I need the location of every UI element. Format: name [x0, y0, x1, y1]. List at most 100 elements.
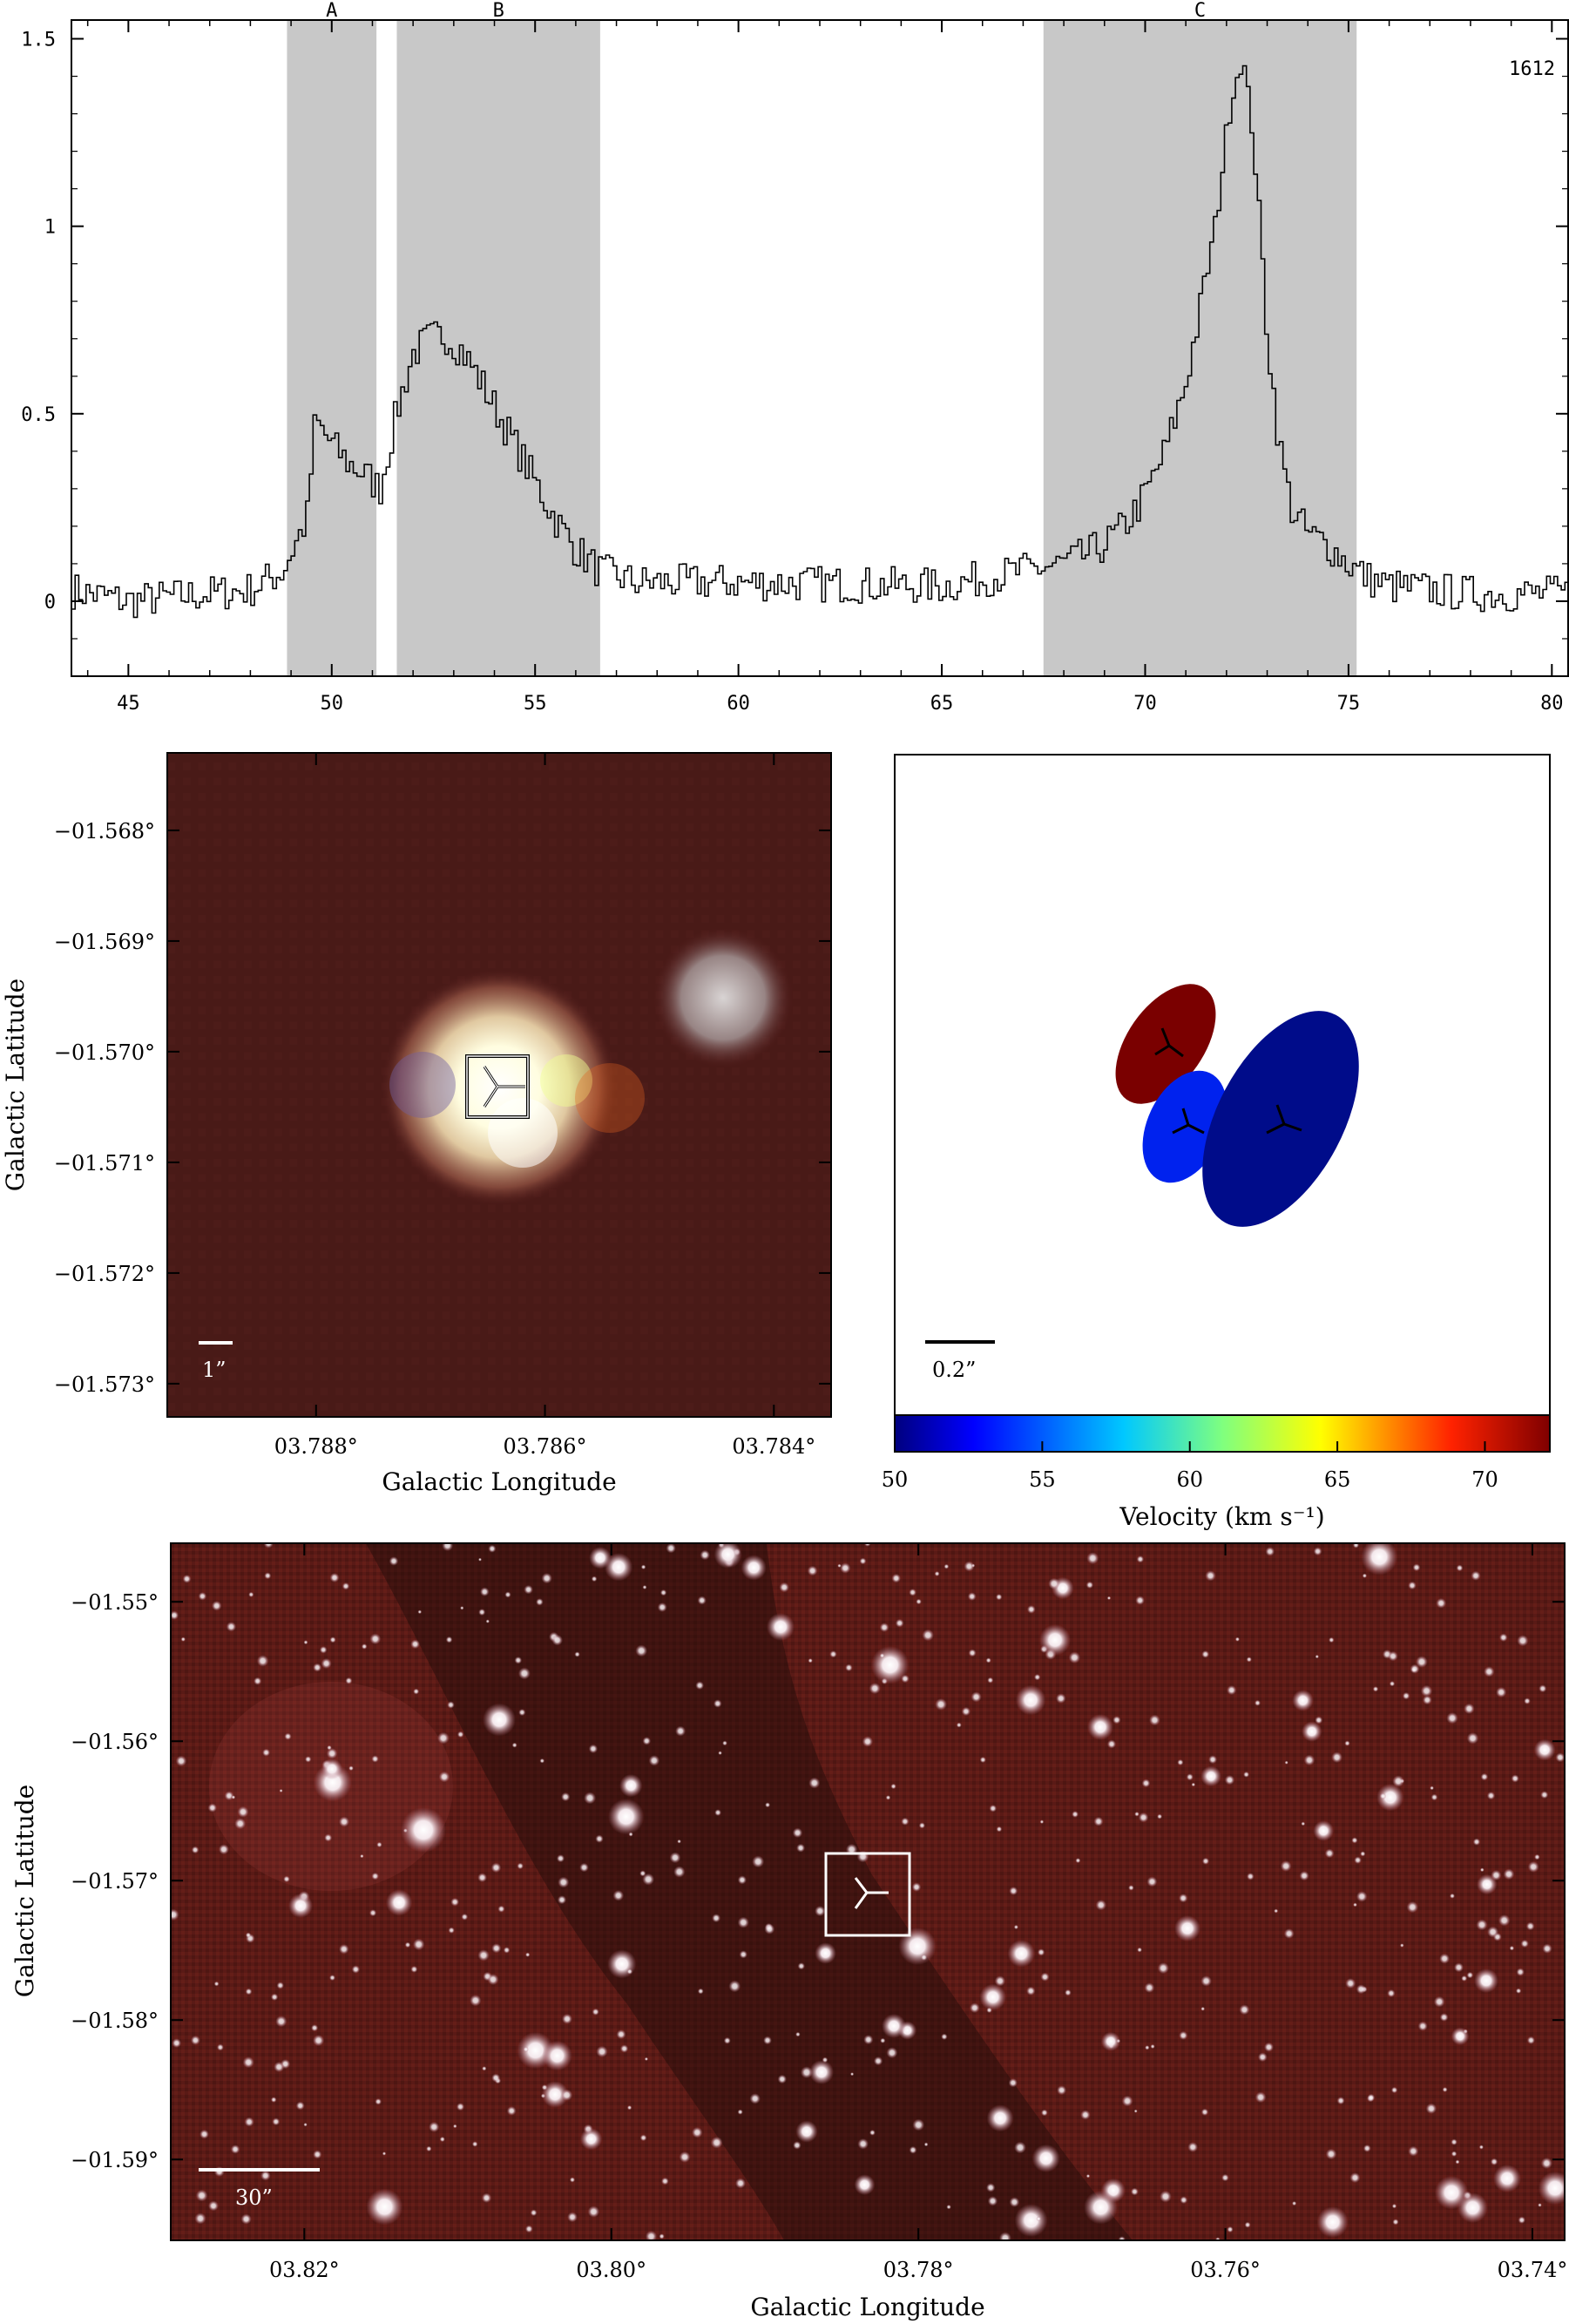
field-star [728, 1980, 741, 1993]
field-star [1068, 1651, 1081, 1663]
colorbar-tick-label: 70 [1471, 1467, 1498, 1492]
field-star [607, 1949, 637, 1979]
field-star [1056, 1693, 1066, 1704]
field-star [579, 2128, 603, 2151]
field-star [1400, 1943, 1404, 1948]
field-star [477, 1873, 487, 1883]
zoom-y-tick-label: −01.572° [54, 1262, 155, 1286]
field-star [562, 2013, 572, 2024]
field-star [1031, 2144, 1060, 2172]
field-star [1464, 1703, 1475, 1715]
field-star [815, 1906, 826, 1917]
field-star [626, 1968, 633, 1975]
field-star [200, 2129, 209, 2139]
field-star [439, 2136, 445, 2143]
field-star [1121, 2095, 1133, 2107]
field-star [503, 1947, 511, 1954]
field-star [608, 1799, 645, 1835]
field-star [677, 1839, 681, 1844]
field-star [1026, 1986, 1036, 1995]
field-star [558, 1876, 570, 1888]
zoom-image-frame [166, 752, 832, 1418]
field-star [504, 1591, 511, 1598]
field-star [859, 1557, 867, 1565]
field-star [987, 1677, 994, 1684]
field-star [779, 1582, 789, 1593]
field-star [697, 1596, 707, 1605]
field-star [190, 2035, 200, 2045]
field-star [1009, 2197, 1020, 2208]
field-star [305, 1756, 312, 1763]
field-star [793, 2141, 801, 2150]
field-star [1526, 2036, 1535, 2044]
field-star [1351, 1837, 1358, 1844]
field-star [1041, 2109, 1048, 2117]
field-star [644, 2056, 649, 2061]
field-star [321, 1657, 332, 1670]
zoom-scale-bar-label: 1” [202, 1358, 227, 1382]
y-tick-label: 0.5 [21, 404, 56, 426]
field-star [283, 1875, 290, 1883]
field-star [579, 1862, 589, 1873]
field-star [1496, 1686, 1507, 1698]
field-star [1015, 1684, 1046, 1716]
field-star [1451, 2027, 1470, 2046]
y-tick-label: 1.5 [21, 30, 56, 51]
field-star [1246, 1657, 1252, 1663]
field-star [588, 1744, 599, 1754]
field-star [845, 1663, 853, 1672]
field-star [1280, 1860, 1292, 1872]
field-star [506, 2106, 517, 2116]
field-star [996, 1826, 1003, 1833]
field-star [1491, 1869, 1502, 1881]
field-star [1477, 1873, 1498, 1895]
field-star [244, 2117, 254, 2127]
field-star [478, 1557, 482, 1562]
field-star [231, 1795, 236, 1799]
field-star [589, 1547, 612, 1569]
field-star [713, 1543, 742, 1569]
field-star [260, 2170, 271, 2181]
field-star [1499, 1633, 1508, 1642]
field-star [1422, 1695, 1432, 1705]
field-star [1191, 1782, 1196, 1787]
field-star [923, 2142, 929, 2147]
field-star [642, 1737, 652, 1745]
field-star [986, 2104, 1014, 2132]
field-star [909, 1589, 916, 1596]
wide-y-tick-label: −01.56° [71, 1730, 159, 1754]
field-star [749, 2093, 761, 2104]
field-star [361, 1643, 368, 1650]
field-star [279, 1789, 283, 1792]
field-star [272, 2117, 281, 2126]
field-star [659, 2233, 665, 2239]
zoom-y-tick-label: −01.570° [54, 1040, 155, 1065]
field-star [518, 1709, 526, 1717]
field-star [1160, 2190, 1172, 2203]
field-star [1379, 1792, 1387, 1800]
field-star [569, 2177, 576, 2183]
field-star [339, 1944, 349, 1955]
field-star [1331, 1751, 1342, 1764]
field-star [673, 1866, 686, 1878]
field-star [211, 1601, 222, 1611]
wide-x-tick-label: 03.82° [269, 2258, 340, 2282]
field-star [497, 1905, 505, 1913]
field-star [669, 1852, 681, 1864]
field-star [714, 1809, 721, 1817]
bright-star [321, 1758, 342, 1779]
x-tick-label: 75 [1337, 693, 1361, 715]
field-star [1093, 1816, 1104, 1826]
field-star [1540, 2157, 1552, 2170]
field-star [1410, 1663, 1420, 1674]
field-star [1439, 1953, 1451, 1964]
field-star [1516, 1968, 1525, 1976]
field-star [1527, 1860, 1539, 1873]
wide-ylabel: Galactic Latitude [10, 1785, 39, 1997]
field-star [1479, 1867, 1484, 1873]
colorbar-tick-label: 50 [882, 1467, 909, 1492]
field-star [808, 1658, 813, 1663]
field-star [1283, 1928, 1295, 1939]
field-star [1040, 1972, 1050, 1982]
field-star [895, 1618, 904, 1628]
